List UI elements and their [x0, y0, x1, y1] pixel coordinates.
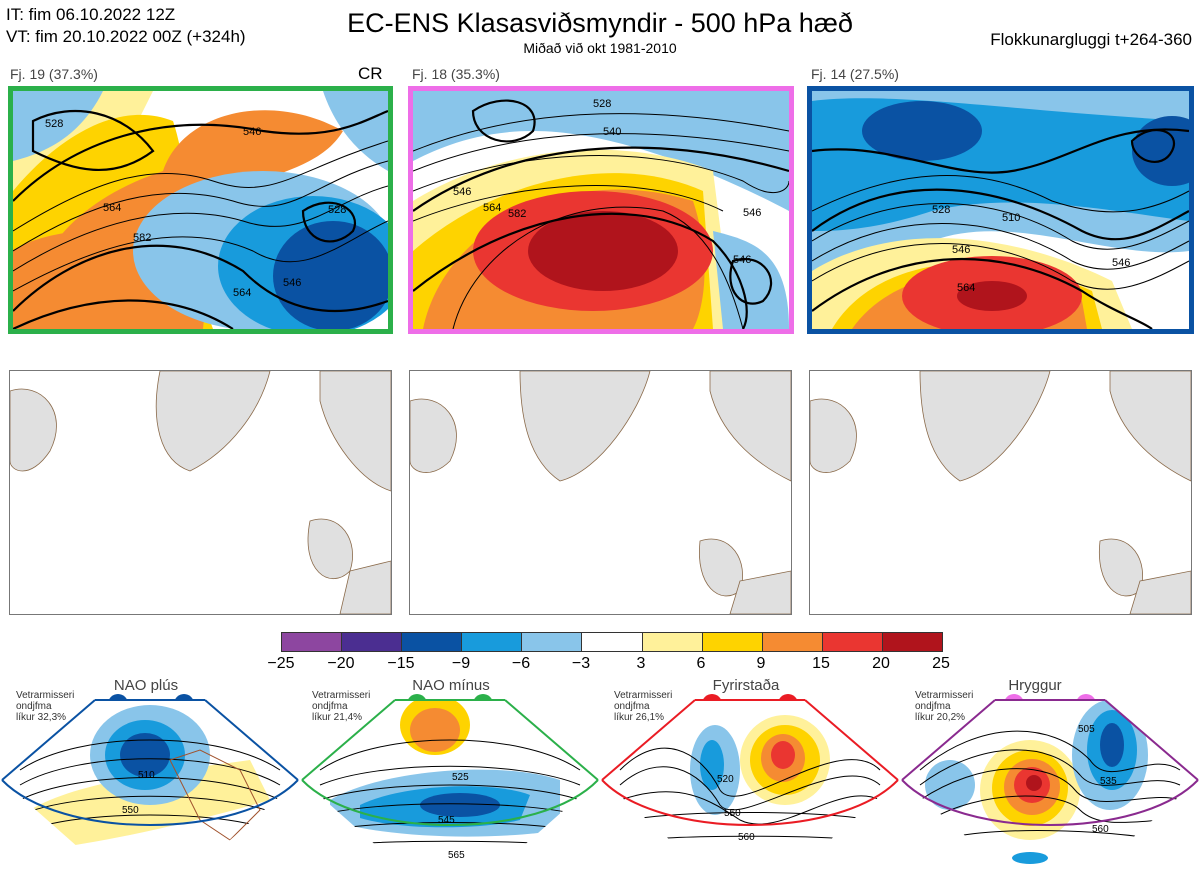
regime-meta-season: Vetrarmisseri: [915, 690, 974, 701]
regime-contour-label: 550: [122, 805, 139, 816]
contour-label: 546: [733, 254, 751, 266]
colorbar-tick: 3: [636, 655, 646, 672]
regime-meta-months: ondjfma: [915, 701, 951, 712]
regime-3-meta: Vetrarmisseri ondjfma líkur 26,1%: [614, 690, 694, 723]
regime-1-map: 510 550: [1, 699, 299, 871]
contour-label: 528: [328, 204, 346, 216]
colorbar-tick: −25: [267, 655, 295, 672]
colorbar-tick: 15: [812, 655, 830, 672]
empty-map-3: [809, 370, 1192, 615]
regime-contour-label: 565: [448, 850, 465, 861]
page-subtitle: Miðað við okt 1981-2010: [523, 40, 677, 56]
colorbar-cell: [582, 633, 643, 651]
contour-label: 546: [743, 207, 761, 219]
colorbar-cell: [342, 633, 403, 651]
contour-label: 546: [1112, 257, 1130, 269]
valid-time: VT: fim 20.10.2022 00Z (+324h): [6, 27, 246, 46]
colorbar-tick: 20: [872, 655, 890, 672]
regime-2-map: 525 545 565: [301, 699, 599, 871]
colorbar-cell: [282, 633, 343, 651]
cluster-1-label: Fj. 19 (37.3%): [10, 66, 98, 82]
contour-label: 546: [453, 186, 471, 198]
contour-label: 546: [283, 277, 301, 289]
contour-label: 564: [483, 202, 501, 214]
cluster-3-label: Fj. 14 (27.5%): [811, 66, 899, 82]
colorbar-tick: 25: [932, 655, 950, 672]
cluster-2-map: 528 540 546 564 582 546 546: [408, 86, 794, 334]
regime-1-meta: Vetrarmisseri ondjfma líkur 32,3%: [16, 690, 96, 723]
page-title: EC-ENS Klasasviðsmyndir - 500 hPa hæð: [347, 8, 853, 38]
regime-contour-label: 560: [1092, 824, 1109, 835]
colorbar-cell: [762, 633, 823, 651]
colorbar-cell: [522, 633, 583, 651]
contour-label: 546: [952, 244, 970, 256]
init-time: IT: fim 06.10.2022 12Z: [6, 5, 176, 24]
regime-meta-probability: líkur 32,3%: [16, 712, 67, 723]
regime-4-title: Hryggur: [1008, 677, 1062, 694]
regime-contour-label: 535: [1100, 776, 1117, 787]
colorbar-cell: [822, 633, 883, 651]
regime-meta-season: Vetrarmisseri: [614, 690, 673, 701]
empty-map-1: [9, 370, 392, 615]
regime-contour-label: 525: [452, 772, 469, 783]
regime-contour-label: 550: [724, 808, 741, 819]
cluster-1-map: 528 546 564 582 546 564 528: [8, 86, 393, 334]
regime-4-map: 505 535 560: [901, 699, 1199, 871]
regime-meta-season: Vetrarmisseri: [16, 690, 75, 701]
regime-contour-label: 510: [138, 770, 155, 781]
cluster-1-tag: CR: [358, 64, 383, 83]
regime-contour-label: 520: [717, 774, 734, 785]
colorbar: [281, 632, 943, 652]
regime-2-meta: Vetrarmisseri ondjfma líkur 21,4%: [312, 690, 392, 723]
colorbar-cell: [702, 633, 763, 651]
colorbar-tick: −15: [387, 655, 415, 672]
contour-label: 582: [133, 232, 151, 244]
colorbar-tick: −3: [571, 655, 591, 672]
contour-label: 510: [1002, 212, 1020, 224]
regime-3-map: 520 550 560: [601, 699, 899, 871]
colorbar-tick: 6: [696, 655, 706, 672]
regime-meta-season: Vetrarmisseri: [312, 690, 371, 701]
regime-meta-months: ondjfma: [16, 701, 52, 712]
regime-meta-months: ondjfma: [312, 701, 348, 712]
regime-2-title: NAO mínus: [412, 677, 490, 694]
contour-label: 540: [603, 126, 621, 138]
init-time-block: IT: fim 06.10.2022 12Z VT: fim 20.10.202…: [6, 4, 246, 48]
cluster-2-label: Fj. 18 (35.3%): [412, 66, 500, 82]
contour-label: 582: [508, 208, 526, 220]
contour-label: 564: [957, 282, 975, 294]
colorbar-tick: −20: [327, 655, 355, 672]
regime-contour-label: 560: [738, 832, 755, 843]
contour-label: 528: [932, 204, 950, 216]
colorbar-cell: [882, 633, 943, 651]
regime-1-title: NAO plús: [113, 677, 179, 694]
regime-3-title: Fyrirstaða: [712, 677, 780, 694]
contour-label: 564: [233, 287, 251, 299]
contour-label: 564: [103, 202, 121, 214]
colorbar-cell: [402, 633, 463, 651]
colorbar-tick: −6: [511, 655, 531, 672]
regime-meta-probability: líkur 21,4%: [312, 712, 363, 723]
regime-4-meta: Vetrarmisseri ondjfma líkur 20,2%: [915, 690, 995, 723]
cluster-3-map: 528 510 546 546 564: [807, 86, 1194, 334]
colorbar-cell: [642, 633, 703, 651]
regime-contour-label: 545: [438, 815, 455, 826]
colorbar-tick: 9: [756, 655, 766, 672]
colorbar-cell: [462, 633, 523, 651]
empty-map-2: [409, 370, 792, 615]
regime-meta-probability: líkur 26,1%: [614, 712, 665, 723]
regime-meta-months: ondjfma: [614, 701, 650, 712]
regime-meta-probability: líkur 20,2%: [915, 712, 966, 723]
contour-label: 546: [243, 126, 261, 138]
contour-label: 528: [593, 98, 611, 110]
contour-label: 528: [45, 118, 63, 130]
clustering-window: Flokkunargluggi t+264-360: [990, 30, 1192, 49]
colorbar-tick: −9: [451, 655, 471, 672]
regime-contour-label: 505: [1078, 724, 1095, 735]
